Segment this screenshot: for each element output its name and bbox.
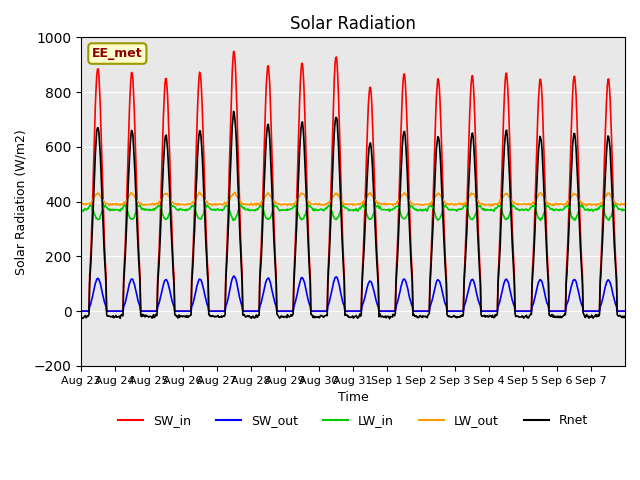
SW_in bbox=[269, 173, 276, 179]
SW_out bbox=[621, 308, 629, 314]
SW_out bbox=[230, 273, 237, 279]
LW_out bbox=[196, 189, 204, 195]
SW_in bbox=[621, 308, 629, 314]
LW_in bbox=[360, 201, 367, 207]
SW_in bbox=[141, 308, 149, 314]
LW_out bbox=[269, 195, 276, 201]
SW_in bbox=[440, 227, 448, 232]
LW_out bbox=[410, 202, 417, 208]
LW_in bbox=[268, 211, 276, 216]
SW_out bbox=[410, 308, 417, 314]
LW_out bbox=[289, 202, 297, 207]
LW_in bbox=[537, 217, 545, 223]
Rnet bbox=[289, 311, 297, 316]
Line: LW_out: LW_out bbox=[81, 192, 625, 206]
LW_out bbox=[621, 201, 629, 206]
LW_out bbox=[440, 198, 448, 204]
LW_out bbox=[242, 201, 250, 207]
SW_in bbox=[410, 308, 417, 314]
Line: Rnet: Rnet bbox=[81, 111, 625, 319]
Rnet bbox=[386, 316, 394, 322]
SW_out bbox=[242, 308, 250, 314]
SW_out bbox=[440, 297, 448, 303]
LW_in bbox=[621, 207, 629, 213]
Rnet bbox=[77, 314, 85, 320]
X-axis label: Time: Time bbox=[338, 391, 369, 404]
LW_out bbox=[141, 202, 149, 207]
SW_in bbox=[242, 308, 250, 314]
Text: EE_met: EE_met bbox=[92, 47, 143, 60]
Title: Solar Radiation: Solar Radiation bbox=[290, 15, 416, 33]
LW_in bbox=[289, 205, 296, 211]
LW_out bbox=[77, 201, 85, 206]
Legend: SW_in, SW_out, LW_in, LW_out, Rnet: SW_in, SW_out, LW_in, LW_out, Rnet bbox=[113, 409, 593, 432]
LW_in bbox=[241, 206, 249, 212]
LW_out bbox=[583, 203, 591, 209]
Rnet bbox=[441, 258, 449, 264]
Y-axis label: Solar Radiation (W/m2): Solar Radiation (W/m2) bbox=[15, 129, 28, 275]
SW_out bbox=[269, 290, 276, 296]
LW_in bbox=[410, 205, 417, 211]
SW_in bbox=[230, 48, 237, 54]
SW_in bbox=[289, 308, 297, 314]
Rnet bbox=[621, 314, 629, 320]
LW_in bbox=[440, 204, 448, 210]
LW_in bbox=[141, 207, 149, 213]
Line: LW_in: LW_in bbox=[81, 204, 625, 220]
Rnet bbox=[411, 313, 419, 319]
SW_out bbox=[77, 308, 85, 314]
Rnet bbox=[242, 314, 250, 320]
Rnet bbox=[230, 108, 237, 114]
SW_in bbox=[77, 308, 85, 314]
LW_in bbox=[77, 207, 85, 213]
SW_out bbox=[141, 308, 149, 314]
SW_out bbox=[289, 308, 297, 314]
Line: SW_in: SW_in bbox=[81, 51, 625, 311]
Line: SW_out: SW_out bbox=[81, 276, 625, 311]
Rnet bbox=[141, 314, 149, 320]
Rnet bbox=[269, 204, 276, 210]
